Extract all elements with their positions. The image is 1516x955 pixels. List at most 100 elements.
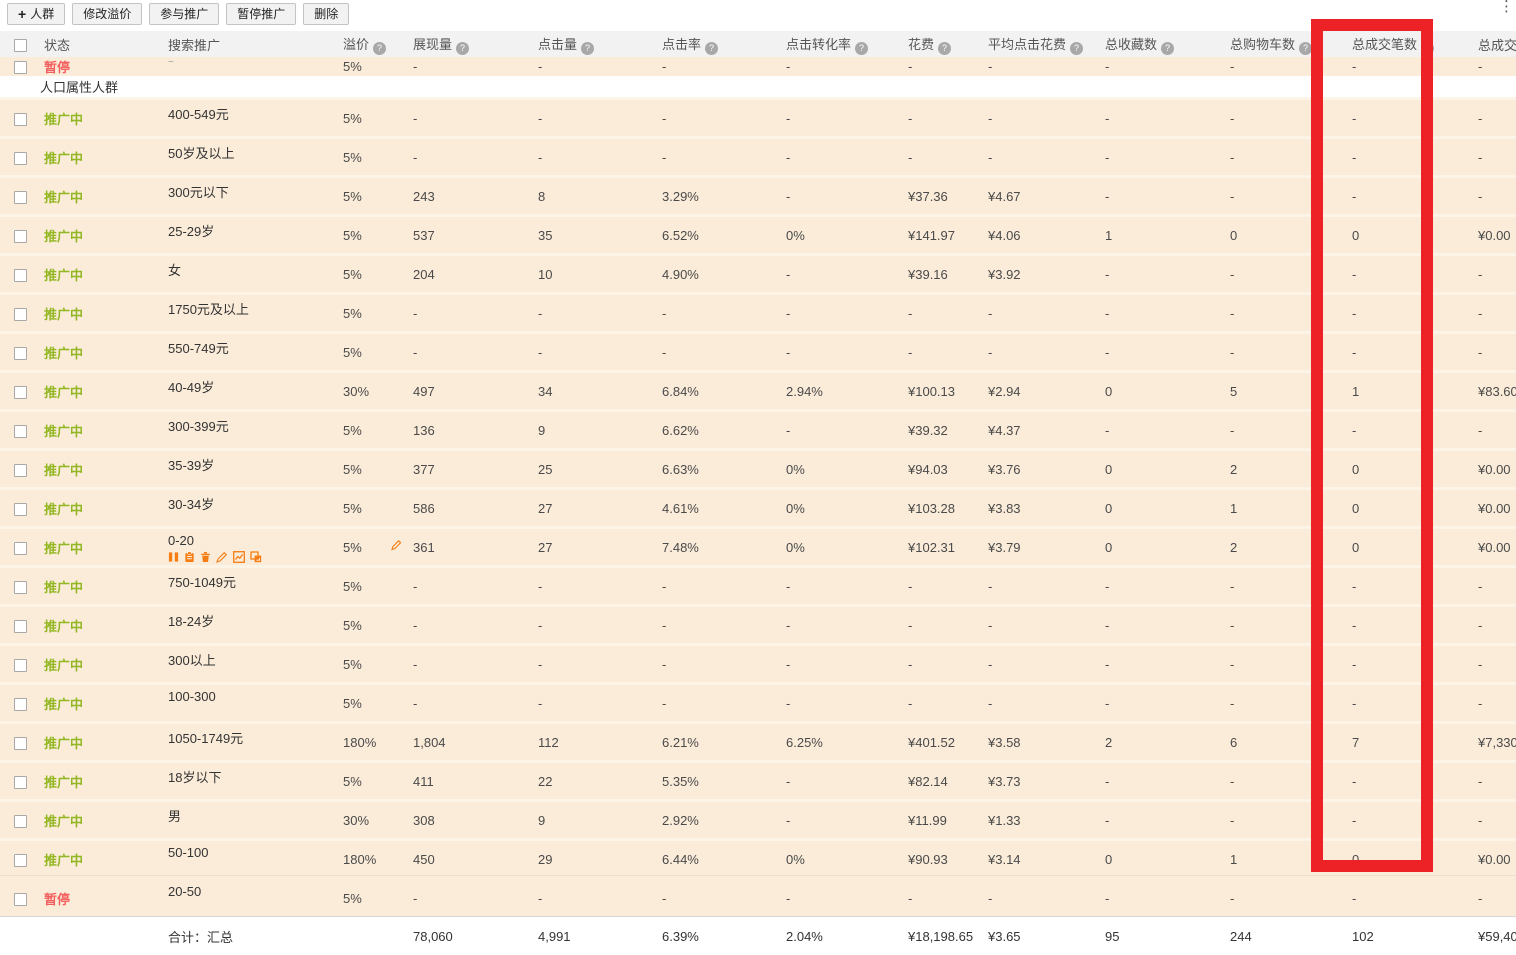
info-icon[interactable]: ? (938, 42, 951, 55)
status-badge: 暂停 (44, 892, 70, 907)
info-icon[interactable]: ? (1070, 42, 1083, 55)
row-checkbox[interactable] (14, 113, 27, 126)
info-icon[interactable]: ? (1299, 42, 1312, 55)
row-checkbox[interactable] (14, 776, 27, 789)
cell-amount: ¥0.00 (1470, 528, 1516, 567)
status-cell: 推广中 (36, 645, 160, 684)
cell-carts: 6 (1222, 723, 1344, 762)
audience-name: 50-100 (168, 845, 335, 860)
status-cell: 推广中 (36, 723, 160, 762)
row-checkbox[interactable] (14, 815, 27, 828)
cell-cvr: 6.25% (778, 723, 900, 762)
status-badge: 暂停 (44, 60, 70, 75)
cell-cost: ¥94.03 (900, 450, 980, 489)
status-badge: 推广中 (44, 424, 83, 439)
cell-carts: 1 (1222, 489, 1344, 528)
audience-table: 状态搜索推广溢价?展现量?点击量?点击率?点击转化率?花费?平均点击花费?总收藏… (0, 31, 1516, 955)
cell-amount: ¥0.00 (1470, 450, 1516, 489)
checkbox-cell (0, 528, 36, 567)
overflow-menu-icon[interactable]: ⋮ (1499, 0, 1514, 14)
row-checkbox[interactable] (14, 542, 27, 555)
add-audience-button[interactable]: +人群 (7, 3, 65, 25)
checkbox-cell (0, 879, 36, 917)
row-checkbox[interactable] (14, 503, 27, 516)
row-checkbox[interactable] (14, 464, 27, 477)
info-icon[interactable]: ? (373, 42, 386, 55)
info-icon[interactable]: ? (1421, 42, 1434, 55)
row-checkbox[interactable] (14, 152, 27, 165)
cell-impressions: 377 (405, 450, 530, 489)
row-checkbox[interactable] (14, 347, 27, 360)
modify-premium-button[interactable]: 修改溢价 (72, 3, 142, 25)
audience-name-cell: 18-24岁 (160, 606, 335, 645)
cell-impressions: 136 (405, 411, 530, 450)
cell-cost: ¥82.14 (900, 762, 980, 801)
info-icon[interactable]: ? (581, 42, 594, 55)
cell-amount: - (1470, 801, 1516, 840)
column-label: 花费 (908, 37, 934, 52)
status-cell: 推广中 (36, 411, 160, 450)
cell-amount: - (1470, 606, 1516, 645)
cell-impressions: - (405, 99, 530, 138)
row-checkbox[interactable] (14, 854, 27, 867)
cell-ctr: - (654, 138, 778, 177)
cell-premium: 30% (335, 801, 405, 840)
cell-cvr: - (778, 99, 900, 138)
cell-favorites: - (1097, 177, 1222, 216)
audience-name: 300-399元 (168, 416, 335, 435)
row-checkbox[interactable] (14, 269, 27, 282)
cell-carts: - (1222, 333, 1344, 372)
export-icon[interactable] (250, 551, 262, 563)
cell-cvr: - (778, 333, 900, 372)
cell-cvr: - (778, 177, 900, 216)
info-icon[interactable]: ? (855, 42, 868, 55)
row-checkbox[interactable] (14, 581, 27, 594)
info-icon[interactable]: ? (705, 42, 718, 55)
delete-button[interactable]: 删除 (303, 3, 349, 25)
cell-avg_cost: ¥3.79 (980, 528, 1097, 567)
column-total-carts: 总购物车数? (1222, 31, 1344, 57)
row-checkbox[interactable] (14, 893, 27, 906)
row-checkbox[interactable] (14, 620, 27, 633)
cell-premium: 5% (335, 294, 405, 333)
cell-favorites: - (1097, 567, 1222, 606)
cell-deals: - (1344, 801, 1470, 840)
cell-premium: 5% (335, 528, 405, 567)
cell-impressions: - (405, 606, 530, 645)
cell-clicks: 27 (530, 528, 654, 567)
row-checkbox[interactable] (14, 659, 27, 672)
cell-premium: 180% (335, 840, 405, 879)
status-cell: 推广中 (36, 567, 160, 606)
select-all-checkbox[interactable] (14, 39, 27, 52)
table-row: 暂停~5%---------- (0, 57, 1516, 76)
audience-name: 100-300 (168, 689, 335, 704)
row-checkbox[interactable] (14, 230, 27, 243)
clipboard-icon[interactable] (184, 551, 195, 563)
cell-avg_cost: - (980, 567, 1097, 606)
pencil-icon[interactable] (390, 538, 402, 551)
row-checkbox[interactable] (14, 425, 27, 438)
info-icon[interactable]: ? (456, 42, 469, 55)
trash-icon[interactable] (200, 551, 211, 563)
row-checkbox[interactable] (14, 61, 27, 74)
row-checkbox[interactable] (14, 191, 27, 204)
edit-icon[interactable] (216, 551, 228, 563)
chart-icon[interactable] (233, 551, 245, 563)
row-checkbox[interactable] (14, 737, 27, 750)
join-promotion-button[interactable]: 参与推广 (149, 3, 219, 25)
audience-name: 女 (168, 260, 335, 279)
row-checkbox[interactable] (14, 386, 27, 399)
pause-icon[interactable] (168, 551, 179, 563)
row-checkbox[interactable] (14, 308, 27, 321)
pause-promotion-button[interactable]: 暂停推广 (226, 3, 296, 25)
audience-name: 0-20 (168, 533, 335, 548)
info-icon[interactable]: ? (1161, 42, 1174, 55)
table-header: 状态搜索推广溢价?展现量?点击量?点击率?点击转化率?花费?平均点击花费?总收藏… (0, 31, 1516, 57)
cell-carts: 0 (1222, 216, 1344, 255)
row-checkbox[interactable] (14, 698, 27, 711)
